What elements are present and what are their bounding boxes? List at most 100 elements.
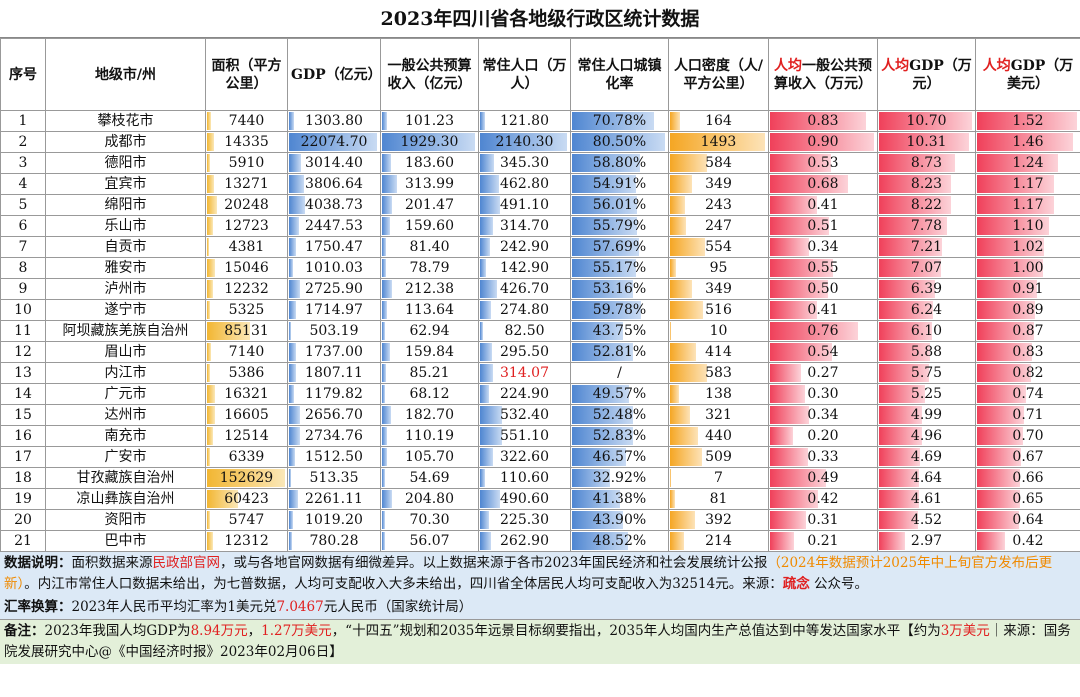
cell: 8.22 bbox=[877, 194, 976, 216]
cell: 78.79 bbox=[380, 257, 479, 279]
data-bar bbox=[289, 490, 299, 508]
header-cell: 常住人口城镇化率 bbox=[570, 38, 669, 111]
cell-content: 0.27 bbox=[770, 364, 877, 383]
data-bar bbox=[879, 112, 973, 130]
cell-text: 0.90 bbox=[807, 134, 839, 150]
data-bar bbox=[289, 112, 295, 130]
cell-content: 阿坝藏族羌族自治州 bbox=[47, 322, 205, 341]
cell: 62.94 bbox=[380, 320, 479, 342]
cell-text: 3014.40 bbox=[305, 155, 363, 171]
header-highlight: 人均 bbox=[774, 57, 802, 74]
cell: 70.78% bbox=[570, 110, 669, 132]
cell-text: 0.83 bbox=[1012, 344, 1044, 360]
cell-content: 泸州市 bbox=[47, 280, 205, 299]
cell-text: 490.60 bbox=[500, 491, 549, 507]
data-bar bbox=[480, 322, 484, 340]
data-row: 17 广安市 6339 1512.50 105.70 322.60 46.57% 509 0.3… bbox=[0, 446, 1080, 468]
cell: 1.00 bbox=[975, 257, 1080, 279]
cell-text: 2 bbox=[18, 134, 28, 150]
cell-text: 甘孜藏族自治州 bbox=[76, 470, 175, 486]
data-bar bbox=[977, 364, 1031, 382]
data-bar bbox=[879, 175, 951, 193]
data-bar bbox=[289, 259, 294, 277]
cell-content: 101.23 bbox=[382, 112, 478, 131]
cell-text: 0.66 bbox=[1012, 470, 1044, 486]
cell-content: 262.90 bbox=[480, 532, 570, 551]
cell-content: 274.80 bbox=[480, 301, 570, 320]
data-bar bbox=[879, 532, 905, 550]
cell: 55.79% bbox=[570, 215, 669, 237]
cell-content: 491.10 bbox=[480, 196, 570, 215]
cell-text: 56.07 bbox=[409, 533, 450, 549]
data-bar bbox=[289, 511, 294, 529]
data-bar bbox=[879, 511, 919, 529]
data-bar bbox=[670, 343, 697, 361]
cell-text: 14 bbox=[14, 386, 32, 402]
data-bar bbox=[480, 175, 499, 193]
cell: 凉山彝族自治州 bbox=[45, 488, 206, 510]
cell-text: 57.69% bbox=[592, 239, 647, 255]
cell: 6.39 bbox=[877, 278, 976, 300]
cell-content: 德阳市 bbox=[47, 154, 205, 173]
cell-content: 广安市 bbox=[47, 448, 205, 467]
cell-text: 0.71 bbox=[1012, 407, 1044, 423]
cell-text: 7440 bbox=[228, 113, 265, 129]
cell-content: 295.50 bbox=[480, 343, 570, 362]
cell-text: 7 bbox=[18, 239, 28, 255]
cell-text: 159.84 bbox=[405, 344, 454, 360]
data-bar bbox=[382, 490, 392, 508]
data-bar bbox=[480, 448, 494, 466]
cell-content: 4.96 bbox=[879, 427, 975, 446]
data-bar bbox=[382, 217, 390, 235]
cell-content: 7 bbox=[670, 469, 768, 488]
cell: 0.83 bbox=[975, 341, 1080, 363]
cell-content: 0.21 bbox=[770, 532, 877, 551]
note-paragraph: 备注：2023年我国人均GDP为8.94万元，1.27万美元，“十四五”规划和2… bbox=[0, 619, 1080, 664]
cell: 成都市 bbox=[45, 131, 206, 153]
cell-content: 201.47 bbox=[382, 196, 478, 215]
header-text: 常住人口城镇化率 bbox=[577, 57, 662, 92]
data-bar bbox=[670, 112, 681, 130]
cell-content: 204.80 bbox=[382, 490, 478, 509]
cell: 110.19 bbox=[380, 425, 479, 447]
cell: 56.07 bbox=[380, 530, 479, 552]
cell-text: 159.60 bbox=[405, 218, 454, 234]
cell: 5747 bbox=[205, 509, 288, 531]
header-text: 地级市/州 bbox=[94, 66, 157, 83]
cell-content: 314.70 bbox=[480, 217, 570, 236]
cell: 52.81% bbox=[570, 341, 669, 363]
cell-text: 12 bbox=[14, 344, 32, 360]
cell-content: 达州市 bbox=[47, 406, 205, 425]
cell: 7140 bbox=[205, 341, 288, 363]
cell-content: 52.81% bbox=[572, 343, 668, 362]
cell: 274.80 bbox=[478, 299, 571, 321]
cell-text: 11 bbox=[14, 323, 32, 339]
cell: 2261.11 bbox=[287, 488, 381, 510]
cell-content: 349 bbox=[670, 280, 768, 299]
cell-content: 243 bbox=[670, 196, 768, 215]
cell-content: 1737.00 bbox=[289, 343, 380, 362]
cell-text: 80.50% bbox=[592, 134, 647, 150]
cell-content: 5 bbox=[2, 196, 45, 215]
cell: 4 bbox=[0, 173, 46, 195]
cell-content: 19 bbox=[2, 490, 45, 509]
cell-content: 49.57% bbox=[572, 385, 668, 404]
data-bar bbox=[770, 280, 828, 298]
data-bar bbox=[670, 154, 708, 172]
cell-text: 0.76 bbox=[807, 323, 839, 339]
cell: 224.90 bbox=[478, 383, 571, 405]
cell-text: 1807.11 bbox=[305, 365, 363, 381]
header-cell: 面积（平方公里） bbox=[205, 38, 288, 111]
cell-text: 南充市 bbox=[104, 428, 147, 444]
cell-text: 32.92% bbox=[592, 470, 647, 486]
data-bar bbox=[382, 385, 386, 403]
cell-content: 532.40 bbox=[480, 406, 570, 425]
cell: 0.27 bbox=[768, 362, 878, 384]
note-segment: 2023年人民币平均汇率为1美元兑 bbox=[71, 599, 277, 615]
data-bar bbox=[289, 280, 300, 298]
data-bar bbox=[770, 385, 805, 403]
cell: 16 bbox=[0, 425, 46, 447]
cell-text: 15 bbox=[14, 407, 32, 423]
data-bar bbox=[480, 217, 493, 235]
cell: 5325 bbox=[205, 299, 288, 321]
